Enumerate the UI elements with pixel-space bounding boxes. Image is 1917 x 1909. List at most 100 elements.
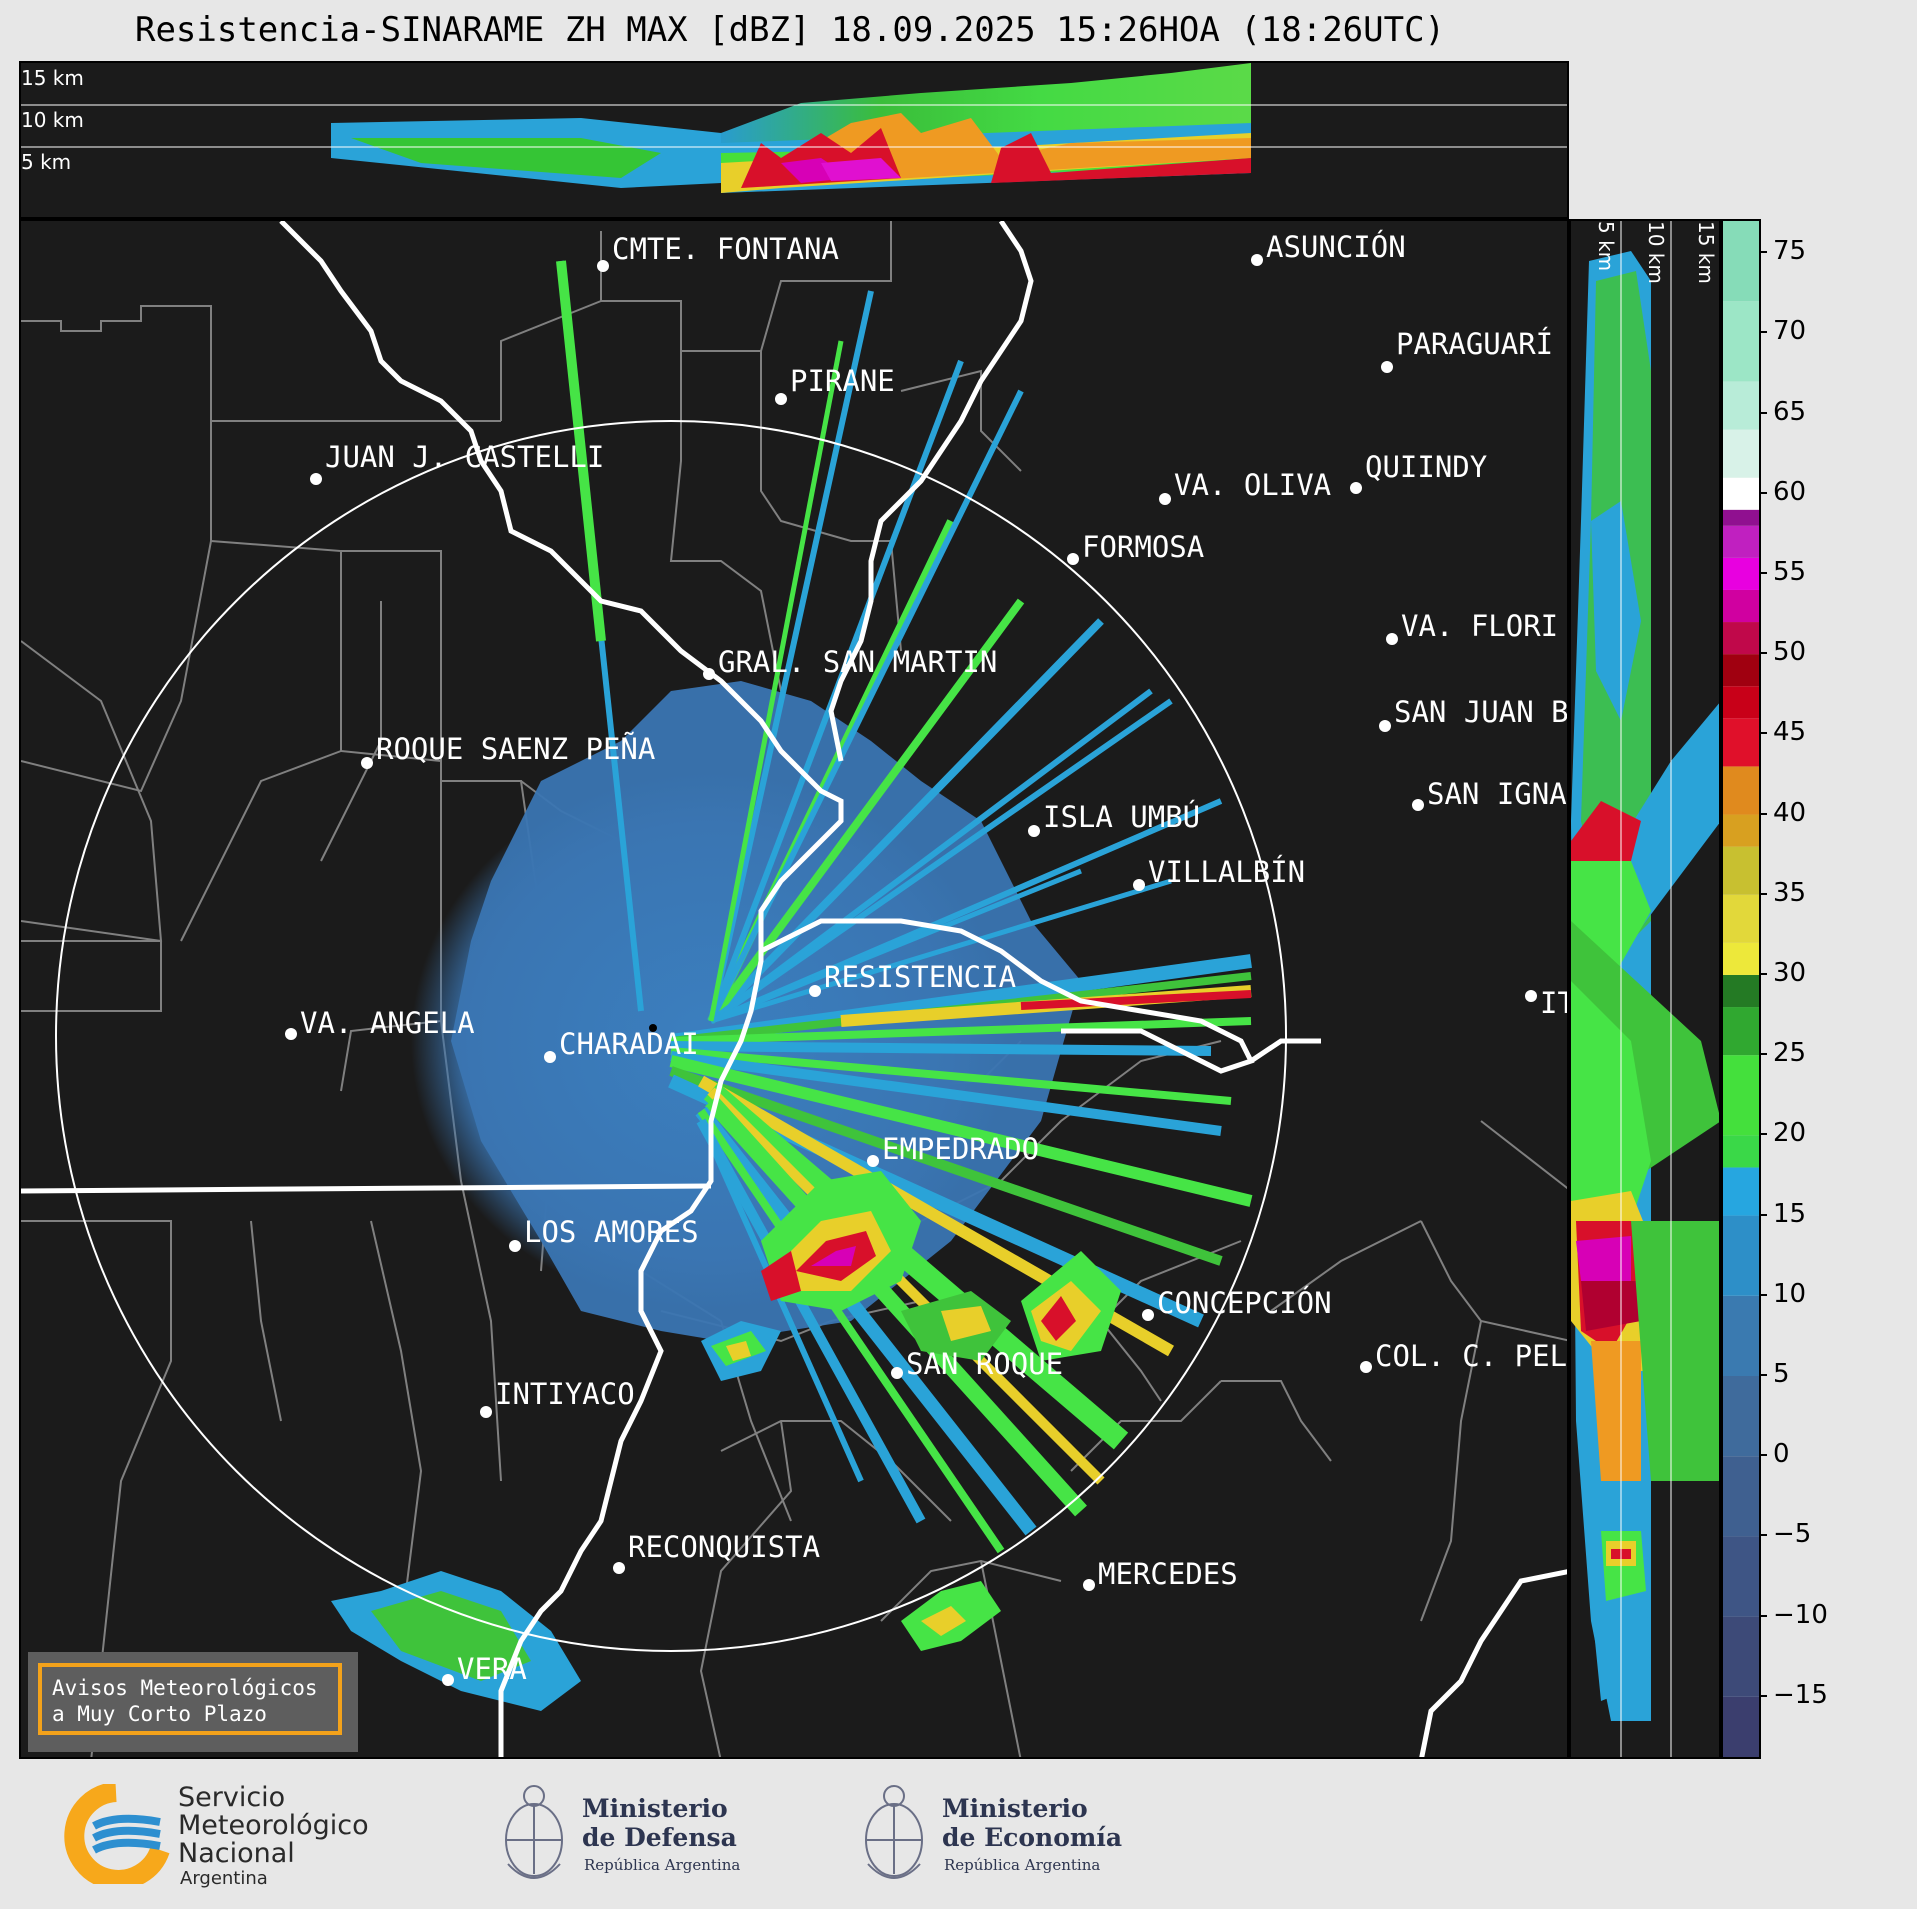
city-dot	[1381, 361, 1393, 373]
colorbar-band	[1723, 1456, 1759, 1537]
colorbar-band	[1723, 1215, 1759, 1296]
colorbar-band	[1723, 1167, 1759, 1216]
radar-map[interactable]: CMTE. FONTANA ASUNCIÓN PARAGUARÍ PIRANE JUAN…	[19, 219, 1569, 1759]
colorbar-tick-label: −5	[1758, 1519, 1812, 1550]
colorbar-band	[1723, 894, 1759, 943]
city-label: PARAGUARÍ	[1396, 327, 1553, 361]
city-label: RESISTENCIA	[824, 960, 1016, 994]
city-dot	[310, 473, 322, 485]
colorbar-tick-text: 75	[1773, 236, 1807, 267]
colorbar-tick-text: −10	[1773, 1599, 1828, 1630]
side-cross-section: 5 km 10 km 15 km	[1569, 219, 1721, 1759]
colorbar-band	[1723, 846, 1759, 895]
city-dot	[1142, 1309, 1154, 1321]
colorbar-tick-text: 70	[1773, 316, 1807, 347]
colorbar-band	[1723, 654, 1759, 687]
colorbar-band	[1723, 381, 1759, 430]
colorbar-band	[1723, 1007, 1759, 1056]
top-height-label-5: 5 km	[21, 150, 71, 174]
city-dot	[1028, 825, 1040, 837]
colorbar-tick-label: 25	[1758, 1038, 1807, 1069]
city-label: COL. C. PEL	[1375, 1339, 1567, 1373]
smn-line-1: Servicio	[178, 1782, 286, 1813]
colorbar-tick-label: 50	[1758, 637, 1806, 667]
smn-line-4: Argentina	[180, 1868, 268, 1889]
colorbar-band	[1723, 1536, 1759, 1617]
city-dot	[1379, 720, 1391, 732]
coat-of-arms-icon	[865, 1785, 923, 1879]
city-dot	[480, 1406, 492, 1418]
city-label: JUAN J. CASTELLI	[325, 440, 604, 474]
city-label: SAN ROQUE	[906, 1347, 1063, 1381]
colorbar-tick-label: 75	[1758, 236, 1807, 267]
city-label: IT	[1540, 986, 1569, 1020]
city-label: ASUNCIÓN	[1266, 230, 1406, 264]
colorbar-tick-text: 15	[1773, 1198, 1807, 1229]
city-label: MERCEDES	[1098, 1557, 1238, 1591]
colorbar-tick-text: 0	[1773, 1439, 1790, 1470]
colorbar-band	[1723, 1616, 1759, 1697]
city-dot	[544, 1051, 556, 1063]
city-dot	[1133, 879, 1145, 891]
side-height-label-15: 15 km	[1694, 221, 1718, 284]
top-height-label-15: 15 km	[21, 66, 84, 90]
city-dot	[1412, 799, 1424, 811]
city-label: EMPEDRADO	[882, 1132, 1039, 1166]
colorbar-band	[1723, 1376, 1759, 1457]
colorbar-band	[1723, 301, 1759, 382]
notice-box: Avisos Meteorológicos a Muy Corto Plazo	[28, 1652, 358, 1752]
city-dot	[597, 260, 609, 272]
colorbar-tick-label: 20	[1758, 1118, 1807, 1149]
colorbar-tick-label: 70	[1758, 316, 1807, 347]
colorbar-tick-label: 15	[1758, 1198, 1807, 1229]
colorbar-band	[1723, 1055, 1759, 1136]
city-label: INTIYACO	[495, 1377, 635, 1411]
city-dot	[1525, 990, 1537, 1002]
city-dot	[613, 1562, 625, 1574]
colorbar-band	[1723, 622, 1759, 655]
city-label: GRAL. SAN MARTIN	[718, 645, 997, 679]
city-label: VA. OLIVA	[1174, 468, 1331, 502]
smn-logo: Servicio Meteorológico Nacional Argentin…	[56, 1782, 386, 1889]
colorbar-band	[1723, 557, 1759, 590]
colorbar-tick-label: 5	[1759, 1359, 1790, 1389]
city-dot	[361, 757, 373, 769]
colorbar-tick-label: −10	[1759, 1599, 1828, 1630]
city-label: CMTE. FONTANA	[612, 232, 839, 266]
city-dot	[1083, 1579, 1095, 1591]
colorbar-band	[1723, 814, 1759, 847]
defensa-line-1: Ministerio	[582, 1794, 728, 1823]
city-dot	[867, 1155, 879, 1167]
colorbar-tick-label: 10	[1758, 1279, 1806, 1309]
economia-line-2: de Economía	[942, 1823, 1123, 1852]
radar-title: Resistencia-SINARAME ZH MAX [dBZ] 18.09.…	[134, 10, 1446, 50]
city-label: PIRANE	[790, 364, 895, 398]
economia-logo: Ministerio de Economía República Argenti…	[854, 1774, 1134, 1894]
side-height-label-5: 5 km	[1594, 221, 1618, 271]
colorbar-tick-label: −15	[1759, 1679, 1828, 1710]
colorbar-tick-text: −15	[1773, 1679, 1828, 1710]
city-dot	[285, 1028, 297, 1040]
colorbar-tick-label: 55	[1758, 556, 1807, 587]
colorbar-tick-text: −5	[1773, 1519, 1812, 1550]
colorbar-band	[1723, 942, 1759, 975]
coat-of-arms-icon	[505, 1785, 563, 1879]
city-label: VILLALBÍN	[1148, 855, 1305, 889]
smn-line-2: Meteorológico	[178, 1810, 369, 1841]
dbz-colorbar	[1721, 219, 1761, 1759]
defensa-logo: Ministerio de Defensa República Argentin…	[494, 1774, 754, 1894]
city-dot	[1067, 553, 1079, 565]
city-dot	[891, 1367, 903, 1379]
city-label: CHARADAI	[559, 1027, 699, 1061]
colorbar-tick-text: 35	[1773, 877, 1807, 908]
city-dot	[703, 668, 715, 680]
department-boundaries	[21, 221, 1567, 1757]
colorbar-tick-text: 25	[1773, 1038, 1807, 1069]
top-height-label-10: 10 km	[21, 108, 84, 132]
colorbar-tick-text: 60	[1773, 476, 1807, 507]
city-dot	[1360, 1361, 1372, 1373]
colorbar-tick-text: 55	[1773, 556, 1807, 587]
colorbar-tick-label: 0	[1759, 1439, 1790, 1470]
city-label: VA. FLORI	[1401, 609, 1558, 643]
colorbar-tick-text: 20	[1773, 1118, 1807, 1149]
